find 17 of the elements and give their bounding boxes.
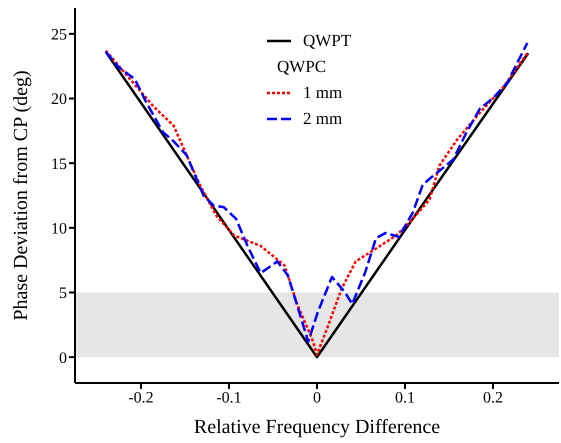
x-tick-label: -0.1 (216, 389, 242, 406)
y-tick-label: 15 (51, 156, 67, 173)
y-axis-title: Phase Deviation from CP (deg) (10, 70, 32, 321)
annotation: QWPC (276, 56, 328, 78)
legend-label: 2 mm (303, 109, 342, 129)
y-tick-label: 20 (51, 91, 67, 108)
y-tick-label: 5 (59, 285, 67, 302)
y-tick-label: 0 (59, 350, 67, 367)
y-tick-label: 25 (51, 26, 67, 44)
legend-label: QWPT (303, 31, 352, 51)
x-tick-label: 0.2 (483, 389, 503, 406)
x-tick-label: 0 (313, 389, 321, 406)
x-tick-label: 0.1 (395, 389, 415, 406)
legend-label: 1 mm (303, 83, 342, 103)
x-axis-title: Relative Frequency Difference (194, 416, 440, 438)
x-tick-label: -0.2 (128, 389, 154, 406)
y-tick-label: 10 (51, 220, 67, 238)
